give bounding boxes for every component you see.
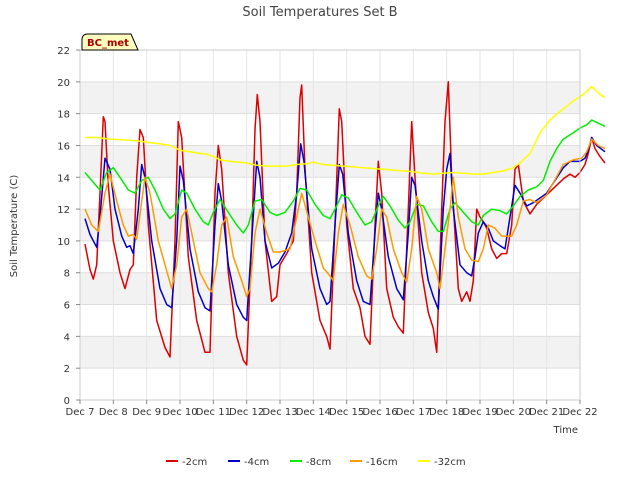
x-tick-label: Dec 19	[462, 407, 497, 418]
series-line-8cmcm	[84, 119, 606, 234]
y-tick-label: 16	[57, 141, 70, 152]
y-axis-label: Soil Temperature (C)	[9, 175, 20, 278]
y-tick-label: 4	[64, 332, 70, 343]
legend-label: -8cm	[306, 457, 331, 468]
legend-label: -2cm	[182, 457, 207, 468]
plot-band	[80, 177, 580, 210]
legend: -2cm -4cm -8cm -16cm -32cm	[166, 457, 466, 468]
x-axis-label: Time	[553, 425, 578, 436]
y-tick-label: 18	[57, 110, 70, 121]
plot-band	[80, 145, 580, 178]
y-tick-label: 12	[57, 205, 70, 216]
x-tick-label: Dec 20	[496, 407, 531, 418]
plot-band	[80, 50, 580, 82]
series-line-32cmcm	[85, 85, 606, 175]
x-tick-label: Dec 10	[162, 407, 197, 418]
plot-frame	[79, 49, 581, 401]
series-line-4cmcm	[84, 136, 606, 322]
y-tick-label: 0	[64, 396, 70, 407]
y-axis-ticks: 0 2 4 6 8 10 12 14 16 18 20 22	[57, 46, 80, 407]
legend-label: -4cm	[244, 457, 269, 468]
site-label: BC_met	[87, 38, 129, 49]
x-tick-label: Dec 14	[296, 407, 331, 418]
grid	[79, 49, 581, 401]
y-tick-label: 6	[64, 301, 70, 312]
x-tick-label: Dec 22	[562, 407, 597, 418]
series-line-2cmcm	[84, 81, 606, 366]
x-tick-label: Dec 12	[229, 407, 264, 418]
legend-item: -8cm	[290, 457, 331, 468]
plot-band	[80, 209, 580, 241]
x-tick-label: Dec 21	[529, 407, 564, 418]
x-tick-label: Dec 8	[99, 407, 128, 418]
y-tick-label: 22	[57, 46, 70, 57]
x-tick-label: Dec 9	[132, 407, 161, 418]
x-tick-label: Dec 13	[262, 407, 297, 418]
chart-title: Soil Temperatures Set B	[242, 5, 397, 20]
x-tick-label: Dec 11	[196, 407, 231, 418]
site-label-box: BC_met	[81, 33, 139, 51]
y-tick-label: 20	[57, 78, 70, 89]
legend-label: -16cm	[366, 457, 398, 468]
x-tick-label: Dec 7	[66, 407, 95, 418]
y-tick-label: 8	[64, 269, 70, 280]
legend-item: -4cm	[228, 457, 269, 468]
y-tick-label: 14	[57, 173, 70, 184]
y-tick-label: 2	[64, 364, 70, 375]
plot-band	[80, 81, 580, 114]
legend-label: -32cm	[434, 457, 466, 468]
legend-item: -16cm	[350, 457, 398, 468]
x-tick-label: Dec 17	[396, 407, 431, 418]
x-tick-label: Dec 16	[362, 407, 397, 418]
y-tick-label: 10	[57, 237, 70, 248]
plot-band	[80, 113, 580, 146]
plot-band	[80, 368, 580, 400]
x-tick-label: Dec 18	[429, 407, 464, 418]
legend-item: -2cm	[166, 457, 207, 468]
legend-item: -32cm	[418, 457, 466, 468]
series-group	[84, 81, 606, 366]
x-tick-label: Dec 15	[329, 407, 364, 418]
series-line-16cmcm	[84, 138, 606, 298]
